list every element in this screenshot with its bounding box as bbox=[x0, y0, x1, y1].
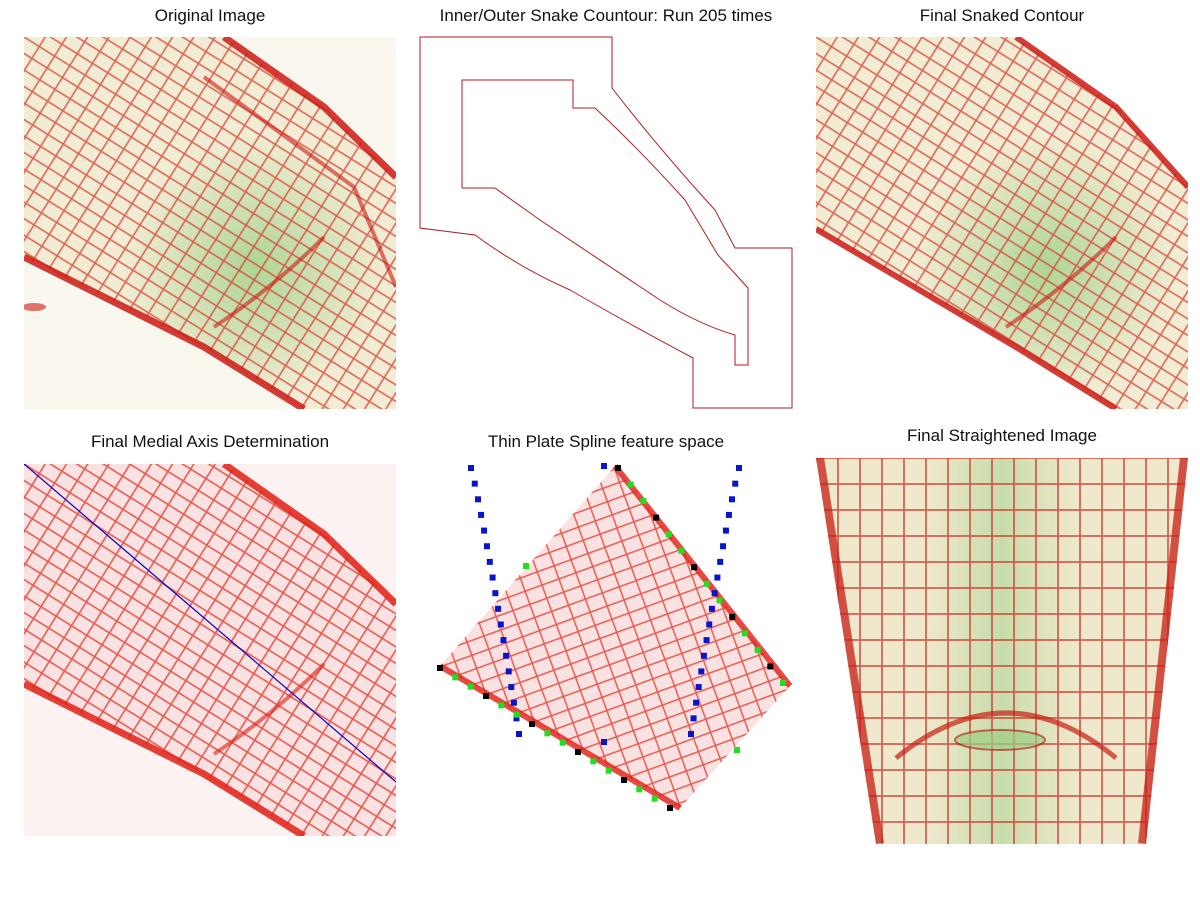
snaked-contour-image bbox=[816, 37, 1188, 409]
tps-green-marker bbox=[665, 531, 672, 538]
tps-blue-marker bbox=[698, 668, 705, 675]
tps-blue-marker bbox=[505, 668, 512, 675]
tps-black-marker bbox=[621, 777, 627, 783]
tps-blue-marker bbox=[700, 652, 707, 659]
tps-green-marker bbox=[467, 683, 474, 690]
tps-blue-marker bbox=[708, 605, 715, 612]
medial-axis-image bbox=[24, 464, 396, 836]
snake-contour-panel bbox=[400, 30, 812, 420]
tps-panel bbox=[400, 458, 812, 848]
original-image bbox=[24, 37, 396, 409]
tps-blue-marker bbox=[722, 527, 729, 534]
tps-blue-marker bbox=[711, 590, 718, 597]
tps-black-marker bbox=[667, 805, 673, 811]
tps-blue-marker bbox=[500, 637, 507, 644]
tps-blue-marker bbox=[688, 731, 694, 737]
tps-blue-marker bbox=[471, 480, 478, 487]
tps-blue-marker bbox=[492, 590, 499, 597]
tps-markers bbox=[437, 463, 786, 811]
tps-green-marker bbox=[627, 481, 634, 488]
panel-title-snake: Inner/Outer Snake Countour: Run 205 time… bbox=[439, 6, 773, 25]
tps-black-marker bbox=[615, 465, 621, 471]
tps-blue-marker bbox=[513, 715, 520, 722]
tps-blue-marker bbox=[474, 496, 481, 503]
tps-green-marker bbox=[452, 674, 459, 681]
tps-blue-marker bbox=[481, 527, 488, 534]
tps-blue-marker bbox=[729, 496, 736, 503]
tps-green-marker bbox=[498, 702, 505, 709]
panel-title-tps: Thin Plate Spline feature space bbox=[487, 432, 725, 451]
tps-green-marker bbox=[590, 758, 597, 765]
tps-blue-marker bbox=[516, 731, 522, 737]
tps-blue-marker bbox=[601, 463, 607, 469]
tps-blue-marker bbox=[483, 543, 490, 550]
tps-green-marker bbox=[754, 646, 761, 653]
tps-green-marker bbox=[780, 680, 786, 686]
snake-contour-plot bbox=[419, 36, 793, 409]
original-image-panel bbox=[24, 37, 396, 409]
tps-blue-marker bbox=[717, 558, 724, 565]
tps-blue-marker bbox=[508, 684, 515, 691]
tps-green-marker bbox=[605, 767, 612, 774]
tps-blue-marker bbox=[714, 574, 721, 581]
medial-axis-line bbox=[24, 464, 396, 783]
tps-green-marker bbox=[734, 747, 740, 753]
tps-green-marker bbox=[651, 795, 658, 802]
tps-blue-marker bbox=[468, 465, 474, 471]
tps-blue-marker bbox=[725, 511, 732, 518]
tps-green-marker bbox=[678, 547, 685, 554]
tps-blue-marker bbox=[703, 637, 710, 644]
tps-green-marker bbox=[741, 630, 748, 637]
tps-green-marker bbox=[636, 786, 643, 793]
tps-blue-marker bbox=[695, 684, 702, 691]
tps-plot bbox=[437, 463, 793, 811]
inner-snake-contour bbox=[461, 79, 749, 366]
tps-blue-marker bbox=[503, 652, 510, 659]
tps-black-marker bbox=[767, 663, 774, 670]
tps-black-marker bbox=[653, 514, 660, 521]
straightened-panel bbox=[816, 458, 1188, 844]
tps-green-marker bbox=[640, 498, 647, 505]
tps-blue-marker bbox=[736, 465, 742, 471]
tps-green-marker bbox=[703, 580, 710, 587]
tps-blue-marker bbox=[510, 699, 517, 706]
panel-title-original: Original Image bbox=[154, 6, 266, 25]
tps-blue-marker bbox=[478, 511, 485, 518]
tps-green-marker bbox=[513, 711, 520, 718]
tps-blue-marker bbox=[486, 558, 493, 565]
tps-blue-marker bbox=[489, 574, 496, 581]
tps-black-marker bbox=[691, 564, 698, 571]
outer-snake-contour bbox=[419, 36, 793, 409]
tps-black-marker bbox=[529, 721, 535, 727]
tps-blue-marker bbox=[601, 739, 607, 745]
medial-axis-panel bbox=[24, 464, 396, 836]
tps-green-marker bbox=[523, 563, 529, 569]
straightened-image bbox=[816, 458, 1188, 844]
tps-black-marker bbox=[437, 665, 443, 671]
tps-green-marker bbox=[544, 730, 551, 737]
panel-title-medial: Final Medial Axis Determination bbox=[90, 432, 330, 451]
tps-green-marker bbox=[559, 739, 566, 746]
tps-blue-marker bbox=[693, 699, 700, 706]
tps-green-marker bbox=[716, 597, 723, 604]
tps-blue-marker bbox=[720, 543, 727, 550]
tps-blue-marker bbox=[690, 715, 697, 722]
tps-black-marker bbox=[575, 749, 581, 755]
tps-blue-marker bbox=[732, 480, 739, 487]
panel-title-snaked: Final Snaked Contour bbox=[919, 6, 1085, 25]
tps-black-marker bbox=[729, 613, 736, 620]
tps-blue-marker bbox=[706, 621, 713, 628]
tps-black-marker bbox=[483, 693, 489, 699]
snaked-contour-panel bbox=[816, 37, 1188, 409]
tps-blue-marker bbox=[497, 621, 504, 628]
tps-blue-marker bbox=[495, 605, 502, 612]
panel-title-straight: Final Straightened Image bbox=[907, 426, 1097, 445]
